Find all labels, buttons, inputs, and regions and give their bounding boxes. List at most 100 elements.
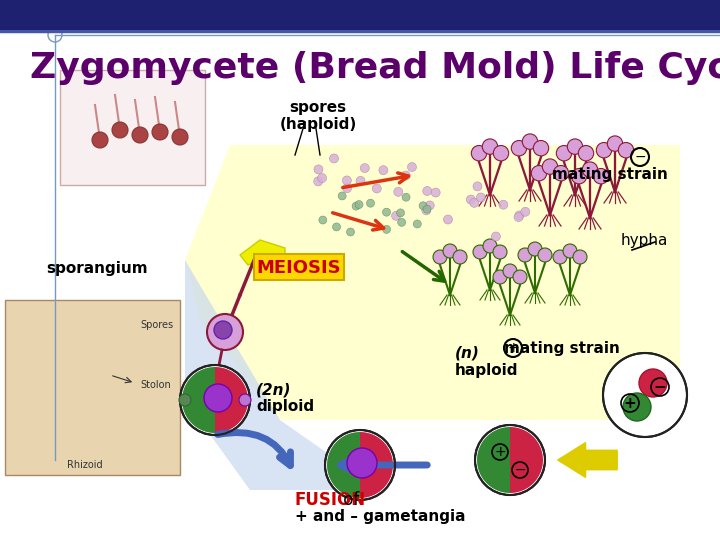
Circle shape	[531, 165, 546, 181]
Circle shape	[444, 215, 452, 224]
Circle shape	[603, 353, 687, 437]
Circle shape	[207, 314, 243, 350]
Circle shape	[607, 136, 623, 151]
Circle shape	[408, 163, 416, 172]
Circle shape	[493, 145, 509, 161]
Text: (n): (n)	[455, 346, 480, 361]
Circle shape	[423, 205, 431, 213]
Circle shape	[426, 201, 434, 210]
Text: Rhizoid: Rhizoid	[67, 460, 103, 470]
Circle shape	[422, 206, 431, 215]
Circle shape	[557, 145, 572, 161]
Text: Stolon: Stolon	[140, 380, 171, 390]
Circle shape	[366, 199, 374, 207]
Polygon shape	[185, 260, 380, 490]
Circle shape	[352, 202, 360, 210]
Text: Spores: Spores	[140, 320, 173, 330]
Circle shape	[499, 200, 508, 209]
Circle shape	[372, 184, 382, 193]
Circle shape	[483, 239, 497, 253]
Circle shape	[639, 369, 667, 397]
Circle shape	[360, 164, 369, 173]
Circle shape	[493, 270, 507, 284]
Circle shape	[582, 162, 598, 177]
Circle shape	[528, 242, 542, 256]
Text: spores
(haploid): spores (haploid)	[279, 100, 356, 132]
Text: FUSION: FUSION	[295, 491, 366, 509]
Circle shape	[382, 208, 390, 216]
Circle shape	[413, 220, 421, 228]
Circle shape	[467, 195, 475, 204]
Circle shape	[469, 198, 479, 207]
Circle shape	[618, 143, 634, 158]
Circle shape	[319, 216, 327, 224]
Text: diploid: diploid	[256, 400, 314, 415]
Circle shape	[347, 448, 377, 478]
Circle shape	[596, 143, 612, 158]
Circle shape	[473, 182, 482, 191]
Circle shape	[567, 139, 582, 154]
Circle shape	[401, 171, 410, 180]
Text: Zygomycete (Bread Mold) Life Cycle: Zygomycete (Bread Mold) Life Cycle	[30, 51, 720, 85]
Circle shape	[513, 270, 527, 284]
Circle shape	[397, 218, 405, 226]
Text: −: −	[514, 463, 526, 477]
Circle shape	[472, 145, 487, 161]
Circle shape	[571, 168, 587, 184]
Text: sporangium: sporangium	[46, 260, 148, 275]
Polygon shape	[185, 145, 680, 420]
Circle shape	[214, 321, 232, 339]
Circle shape	[593, 168, 608, 184]
Polygon shape	[510, 427, 543, 493]
Circle shape	[356, 177, 365, 185]
Bar	[60, 70, 205, 185]
Bar	[0, 0, 720, 30]
Circle shape	[492, 232, 500, 241]
Circle shape	[475, 425, 545, 495]
Circle shape	[522, 134, 538, 149]
Polygon shape	[215, 367, 248, 433]
Circle shape	[152, 124, 168, 140]
Circle shape	[346, 228, 354, 236]
Text: + and – gametangia: + and – gametangia	[295, 510, 466, 524]
Text: +: +	[624, 395, 636, 410]
Circle shape	[453, 250, 467, 264]
Circle shape	[392, 211, 400, 220]
Circle shape	[338, 192, 346, 200]
Circle shape	[132, 127, 148, 143]
Circle shape	[443, 244, 457, 258]
Circle shape	[573, 250, 587, 264]
Text: hypha: hypha	[621, 233, 668, 247]
Text: mating strain: mating strain	[504, 341, 620, 355]
Circle shape	[518, 248, 532, 262]
Circle shape	[534, 140, 549, 156]
Text: of: of	[338, 491, 359, 509]
Circle shape	[239, 394, 251, 406]
Circle shape	[493, 245, 507, 259]
Circle shape	[172, 129, 188, 145]
Circle shape	[382, 225, 390, 233]
Circle shape	[333, 223, 341, 231]
Circle shape	[553, 250, 567, 264]
Circle shape	[542, 159, 558, 174]
Text: −: −	[654, 380, 667, 395]
Circle shape	[563, 244, 577, 258]
Polygon shape	[182, 367, 215, 433]
Circle shape	[204, 384, 232, 412]
Circle shape	[419, 202, 427, 210]
Polygon shape	[240, 240, 285, 265]
Circle shape	[402, 193, 410, 201]
Circle shape	[343, 184, 351, 193]
Circle shape	[477, 193, 485, 202]
Text: −: −	[634, 150, 646, 164]
Circle shape	[521, 207, 530, 217]
Circle shape	[314, 177, 323, 186]
FancyBboxPatch shape	[254, 254, 344, 280]
Text: (2n): (2n)	[256, 382, 292, 397]
Circle shape	[431, 188, 440, 197]
Circle shape	[511, 140, 527, 156]
Circle shape	[112, 122, 128, 138]
Circle shape	[433, 250, 447, 264]
Circle shape	[553, 165, 569, 181]
Circle shape	[355, 200, 363, 208]
